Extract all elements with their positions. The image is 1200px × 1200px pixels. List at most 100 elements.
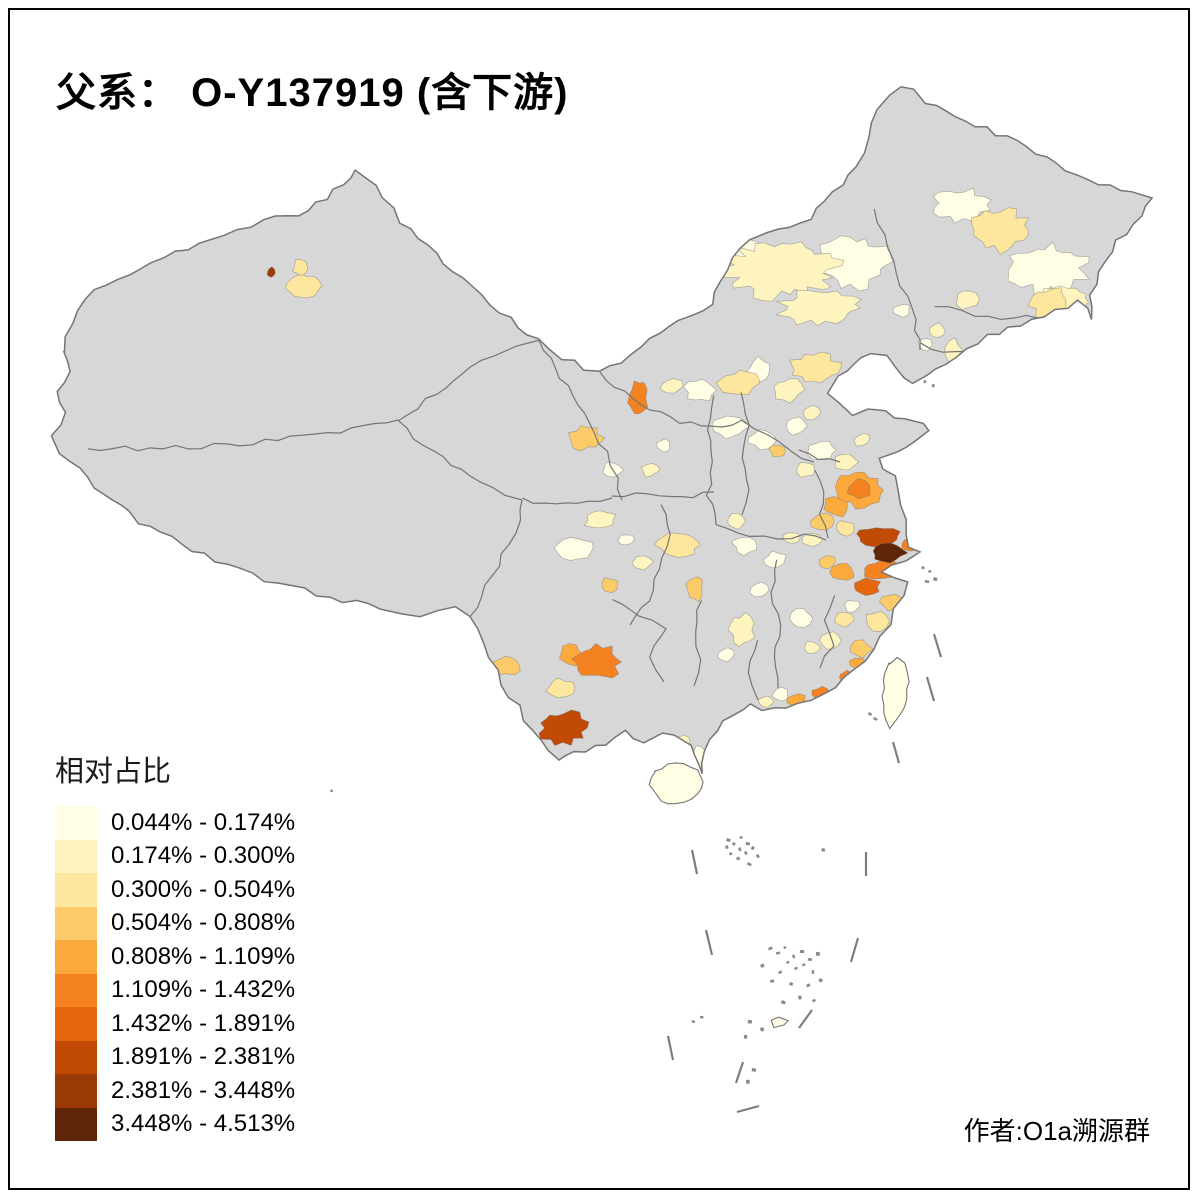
legend-label: 3.448% - 4.513% [111,1110,296,1138]
map-region [682,378,718,402]
map-region [285,273,323,299]
legend-swatch [55,973,97,1007]
island-speck [745,842,751,846]
map-region [818,555,836,570]
island-speck [756,854,760,859]
sea-boundary-dash [690,849,699,875]
island-speck [777,970,783,975]
map-region [659,378,684,394]
island-speck [725,845,729,850]
hainan-island [648,762,704,805]
island-speck [811,998,816,1003]
island-speck [731,841,736,846]
island-speck [789,981,794,986]
map-region [786,416,808,436]
island-speck [933,576,938,582]
map-region [774,290,862,327]
map-region [829,562,855,581]
island-speck [931,384,935,388]
map-region [901,539,921,552]
island-speck [806,983,811,988]
map-region [810,512,835,531]
map-region [758,695,775,709]
legend-row: 2.381% - 3.448% [55,1074,295,1108]
legend-label: 0.044% - 0.174% [111,808,296,836]
island-speck [736,856,741,861]
map-region [892,304,910,318]
legend-title: 相对占比 [55,756,172,788]
legend-label: 1.891% - 2.381% [111,1043,296,1071]
map-region [803,405,821,420]
map-region [819,631,842,650]
map-region [654,532,701,558]
legend-row: 1.432% - 1.891% [55,1007,295,1041]
island-speck [746,861,752,867]
legend-label: 2.381% - 3.448% [111,1076,296,1104]
island-speck [821,848,826,852]
page-title: 父系： O-Y137919 (含下游) [56,71,569,115]
map-region [727,513,747,530]
legend-row: 0.504% - 0.808% [55,906,296,940]
island-speck [783,945,787,950]
map-region [568,425,606,452]
island-speck [867,712,873,716]
map-region [834,611,855,628]
map-region [730,536,758,557]
map-region [853,577,882,596]
island-speck [923,380,927,384]
sea-boundary-dash [891,741,901,764]
map-region [571,643,623,679]
island-speck [743,1034,748,1039]
legend-swatch [55,806,97,840]
taiwan-island [881,656,910,730]
map-region [266,266,276,278]
island-speck [873,717,878,721]
island-speck [760,1027,765,1032]
island-speck [747,1019,753,1024]
legend-swatch [55,906,97,940]
sea-boundary-dash [736,1104,760,1114]
legend-label: 0.174% - 0.300% [111,842,296,870]
legend-label: 1.109% - 1.432% [111,976,296,1004]
legend-rows: 0.044% - 0.174% 0.174% - 0.300% 0.300% - 0… [55,806,295,1141]
island-speck [815,951,820,956]
map-region [749,581,770,598]
sea-boundary-dash [925,676,936,702]
legend-swatch [55,1040,97,1074]
island-speck [691,1019,696,1024]
island-speck [928,569,932,574]
island-speck [797,995,802,1000]
map-region [804,641,822,654]
island-speck [802,963,806,967]
map-region [291,259,309,276]
map-region [771,686,788,702]
sea-boundary-dash [704,929,714,956]
island-speck [330,789,334,793]
map-region [796,462,815,478]
legend-label: 1.432% - 1.891% [111,1009,296,1037]
island-speck [739,836,743,839]
island-speck [744,850,748,856]
map-region [865,610,890,632]
legend-swatch [55,1107,97,1141]
island-speck [794,966,799,971]
map-region [768,444,786,458]
island-speck [728,851,733,856]
island-speck [776,951,781,955]
island-speck [760,963,765,968]
legend-label: 0.504% - 0.808% [111,909,296,937]
small-island-island [770,1016,790,1029]
island-speck [767,946,773,951]
island-speck [921,566,925,570]
map-region [844,600,861,613]
map-region [601,577,618,593]
sea-boundary-dash [798,1009,813,1029]
map-region [747,429,778,451]
map-region [823,496,848,518]
sea-boundary-dash [734,1061,745,1084]
sea-boundary-dash [666,1035,675,1061]
island-speck [924,580,930,584]
map-region [929,322,946,338]
legend-row: 1.109% - 1.432% [55,973,296,1007]
